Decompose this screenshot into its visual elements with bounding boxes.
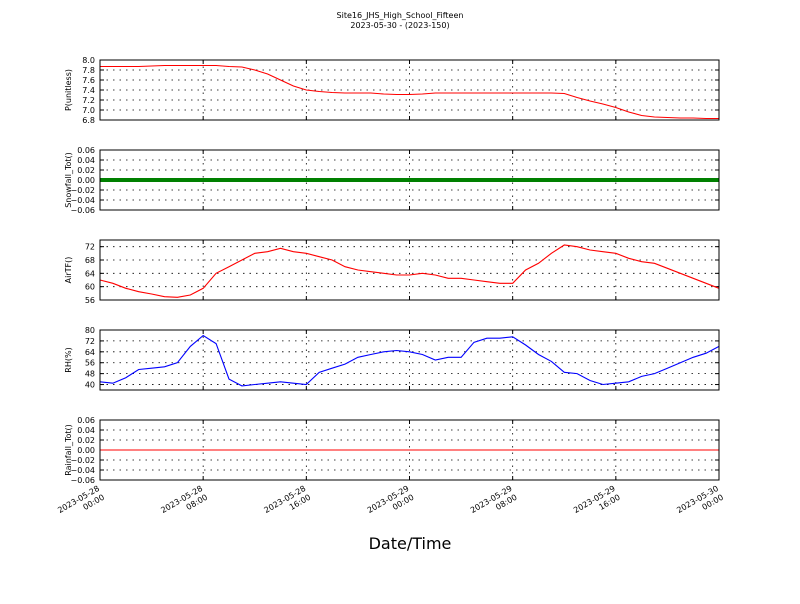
panel2-ytick-label: 0.00 [77,176,95,185]
panel3-ytick-label: 56 [85,296,95,305]
panel5-ytick-label: −0.06 [70,476,95,485]
figure-title-site: Site16_JHS_High_School_Fifteen [336,11,464,20]
panel2-frame [99,149,720,211]
panel1-ytick-label: 7.0 [82,106,95,115]
panel4-ytick-label: 64 [85,348,95,357]
panel4-ytick-label: 40 [85,381,95,390]
x-tick-label: 2023-05-2800:00 [56,484,106,524]
x-tick-label: 2023-05-2908:00 [469,484,519,524]
panel1-ytick-label: 7.6 [82,76,95,85]
panel5-ytick-label: −0.04 [70,466,95,475]
panel1-ylabel: P(unitless) [64,69,73,111]
panel5-frame [99,419,720,481]
panel3-ylabel: AirTF() [64,257,73,284]
panel2-ytick-label: 0.06 [77,146,95,155]
panel3-ytick-label: 64 [85,269,95,278]
panel3-ytick-label: 68 [85,256,95,265]
x-tick-label: 2023-05-2900:00 [366,484,416,524]
panel2-ytick-label: −0.02 [70,186,95,195]
panel1-series-line [100,64,719,120]
panel1-ytick-label: 7.4 [82,86,95,95]
panel5-ytick-label: 0.04 [77,426,95,435]
panel4-ytick-label: 48 [85,370,95,379]
panel4-ytick-label: 56 [85,359,95,368]
x-tick-label: 2023-05-3000:00 [675,484,725,524]
panel3-ytick-label: 72 [85,243,95,252]
x-axis-label: Date/Time [368,534,452,553]
panel2-ylabel: Snowfall_Tot() [64,152,73,208]
panel1-ytick-label: 7.8 [82,66,95,75]
panel5-ytick-label: 0.06 [77,416,95,425]
panel4-ylabel: RH(%) [64,347,73,372]
panel5-ytick-label: −0.02 [70,456,95,465]
panel5-ylabel: Rainfall_Tot() [64,424,73,476]
panel5-ytick-label: 0.00 [77,446,95,455]
panel3-series-line [99,244,720,298]
panel3-frame [99,239,720,301]
panel1-ytick-label: 8.0 [82,56,95,65]
figure-title-date: 2023-05-30 - (2023-150) [350,21,450,30]
x-tick-label: 2023-05-2808:00 [159,484,209,524]
panel2-ytick-label: 0.02 [77,166,95,175]
panel2-ytick-label: −0.04 [70,196,95,205]
panel4-ytick-label: 72 [85,337,95,346]
x-tick-label: 2023-05-2916:00 [572,484,622,524]
x-tick-label: 2023-05-2816:00 [263,484,313,524]
panel2-ytick-label: 0.04 [77,156,95,165]
figure-title: Site16_JHS_High_School_Fifteen 2023-05-3… [0,11,800,31]
panel5-ytick-label: 0.02 [77,436,95,445]
panel1-ytick-label: 6.8 [82,116,95,125]
panel4-frame [99,329,720,391]
panel1-ytick-label: 7.2 [82,96,95,105]
panel1-frame [99,59,720,121]
panel4-series-line [99,334,720,387]
panel2-ytick-label: −0.06 [70,206,95,215]
panel3-ytick-label: 60 [85,283,95,292]
panel4-ytick-label: 80 [85,326,95,335]
